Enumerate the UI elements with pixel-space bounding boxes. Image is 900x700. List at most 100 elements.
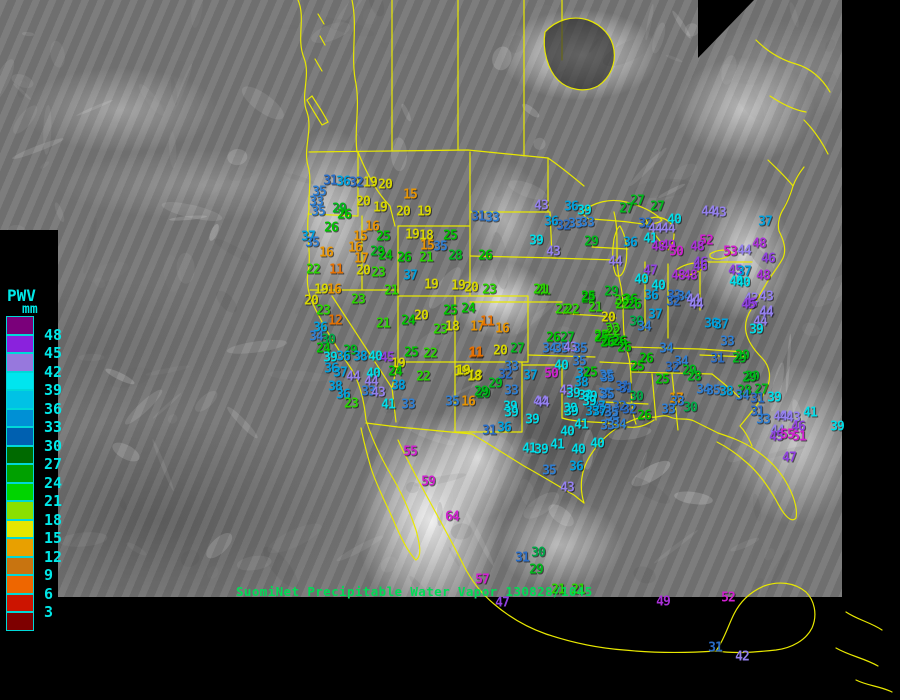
- station-value: 36: [324, 361, 339, 377]
- station-value: 35: [311, 204, 326, 220]
- station-value: 30: [683, 400, 698, 416]
- station-value: 34: [659, 341, 674, 357]
- station-value: 39: [767, 390, 782, 406]
- station-value: 38: [328, 379, 343, 395]
- station-value: 40: [651, 278, 666, 294]
- station-value: 20: [396, 204, 411, 220]
- station-value: 16: [327, 282, 342, 298]
- station-value: 30: [321, 332, 336, 348]
- station-value: 37: [591, 399, 606, 415]
- station-value: 26: [600, 335, 615, 351]
- station-value: 35: [600, 387, 615, 403]
- legend-swatch: [6, 501, 34, 520]
- station-value: 35: [554, 341, 569, 357]
- station-value: 45: [769, 429, 784, 445]
- station-value: 33: [661, 402, 676, 418]
- legend-swatch: [6, 390, 34, 409]
- station-value: 38: [353, 349, 368, 365]
- station-value: 45: [380, 350, 395, 366]
- station-value: 25: [443, 228, 458, 244]
- station-value: 47: [643, 263, 658, 279]
- station-value: 35: [305, 235, 320, 251]
- station-value: 34: [309, 329, 324, 345]
- station-value: 46: [791, 419, 806, 435]
- station-value: 44: [648, 221, 663, 237]
- station-value: 23: [594, 328, 609, 344]
- station-value: 34: [696, 382, 711, 398]
- station-value: 48: [671, 268, 686, 284]
- station-value: 24: [461, 301, 476, 317]
- station-value: 32: [622, 402, 637, 418]
- station-value: 24: [316, 341, 331, 357]
- station-value: 22: [605, 321, 620, 337]
- station-value: 19: [424, 277, 439, 293]
- station-value: 43: [786, 410, 801, 426]
- station-value: 55: [403, 444, 418, 460]
- station-value: 43: [371, 385, 386, 401]
- station-value: 28: [737, 383, 752, 399]
- station-value: 40: [554, 358, 569, 374]
- station-value: 37: [301, 229, 316, 245]
- legend-swatch: [6, 464, 34, 483]
- station-value: 28: [448, 248, 463, 264]
- station-value: 40: [366, 366, 381, 382]
- station-value: 35: [312, 184, 327, 200]
- station-value: 11: [468, 346, 483, 362]
- legend-label: 9: [44, 566, 54, 584]
- legend-swatch: [6, 427, 34, 446]
- station-value: 38: [719, 384, 734, 400]
- legend-swatch: [6, 538, 34, 557]
- station-value: 34: [542, 341, 557, 357]
- station-value: 43: [759, 289, 774, 305]
- station-value: 43: [546, 244, 561, 260]
- station-value: 23: [351, 292, 366, 308]
- station-value: 31: [750, 391, 765, 407]
- station-value: 41: [381, 397, 396, 413]
- station-value: 22: [614, 293, 629, 309]
- station-value: 19: [391, 356, 406, 372]
- legend-swatch: [6, 353, 34, 372]
- station-value: 41: [550, 437, 565, 453]
- station-value: 37: [592, 404, 607, 420]
- station-value: 19: [454, 364, 469, 380]
- station-value: 26: [546, 330, 561, 346]
- station-value: 36: [569, 459, 584, 475]
- no-data-wedge: [698, 0, 754, 58]
- station-value: 31: [471, 209, 486, 225]
- station-value: 16: [348, 240, 363, 256]
- station-value: 29: [370, 244, 385, 260]
- station-value: 33: [600, 418, 615, 434]
- station-value: 26: [397, 250, 412, 266]
- station-value: 20: [493, 343, 508, 359]
- station-value: 40: [634, 272, 649, 288]
- station-value: 36: [313, 320, 328, 336]
- station-value: 15: [420, 238, 435, 254]
- legend-color-scale: 48 45 42 39 36 33 30 27 24 21 18 15 12 9 6 3: [6, 316, 62, 631]
- station-value: 39: [564, 404, 579, 420]
- legend-swatch: [6, 519, 34, 538]
- station-value: 43: [712, 205, 727, 221]
- station-value: 42: [744, 291, 759, 307]
- station-value: 44: [759, 305, 774, 321]
- station-value: 37: [714, 317, 729, 333]
- station-value: 19: [363, 175, 378, 191]
- station-value: 25: [376, 229, 391, 245]
- station-value: 38: [391, 378, 406, 394]
- legend-swatch: [6, 482, 34, 501]
- station-value: 33: [720, 334, 735, 350]
- station-value: 29: [682, 363, 697, 379]
- station-value: 43: [563, 340, 578, 356]
- station-value: 31: [482, 423, 497, 439]
- station-value: 44: [770, 423, 785, 439]
- legend-swatch: [6, 371, 34, 390]
- station-value: 29: [584, 234, 599, 250]
- station-value: 24: [378, 248, 393, 264]
- station-value: 55: [780, 427, 795, 443]
- station-value: 21: [588, 300, 603, 316]
- legend-unit: mm: [22, 302, 38, 317]
- station-value: 25: [581, 291, 596, 307]
- station-value: 31: [615, 379, 630, 395]
- station-value: 39: [582, 394, 597, 410]
- legend-label: 18: [44, 510, 63, 529]
